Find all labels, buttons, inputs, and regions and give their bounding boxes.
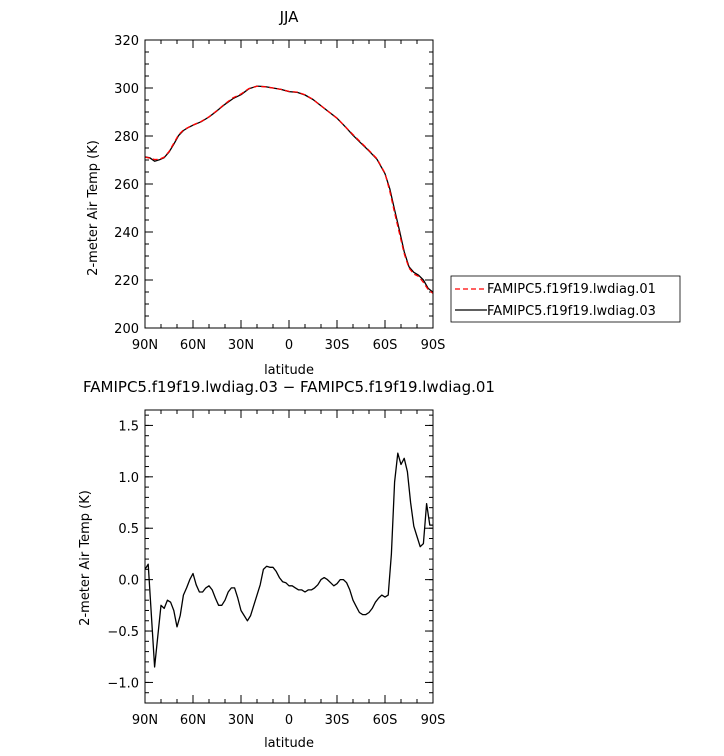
- top-x-tick-label: 60N: [180, 338, 206, 353]
- top-series-line-2: [144, 85, 434, 293]
- bottom-plot-frame: [144, 409, 434, 704]
- bottom-y-tick-label: 0.0: [118, 574, 139, 589]
- top-x-tick-label: 90S: [421, 338, 446, 353]
- legend-label-series-03: FAMIPC5.f19f19.lwdiag.03: [487, 304, 656, 319]
- bottom-x-tick-label: 60S: [373, 713, 398, 728]
- bottom-x-tick-label: 90S: [421, 713, 446, 728]
- bottom-x-tick-label: 30N: [228, 713, 254, 728]
- bottom-y-tick-label: 1.5: [118, 419, 139, 434]
- top-chart-title: JJA: [279, 8, 300, 26]
- top-x-axis-label: latitude: [264, 363, 314, 378]
- bottom-y-tick-label: 1.0: [118, 471, 139, 486]
- legend-label-series-01: FAMIPC5.f19f19.lwdiag.01: [487, 282, 656, 297]
- bottom-series-lines: [144, 452, 433, 668]
- bottom-x-tick-label: 90N: [132, 713, 158, 728]
- top-x-tick-label: 30S: [325, 338, 350, 353]
- top-series-line-1: [144, 85, 434, 294]
- legend-box: [450, 275, 681, 323]
- top-y-tick-label: 260: [114, 178, 139, 193]
- top-axis-ticks: 90N 60N 30N 0 30S 60S 90S 200 220 240 260 280 300 320: [114, 34, 445, 353]
- top-x-tick-label: 60S: [373, 338, 398, 353]
- top-plot-frame: [144, 39, 434, 329]
- bottom-series-line-1: [144, 452, 433, 668]
- bottom-x-tick-label: 60N: [180, 713, 206, 728]
- top-y-axis-label: 2-meter Air Temp (K): [86, 140, 101, 276]
- difference-panel: FAMIPC5.f19f19.lwdiag.03 − FAMIPC5.f19f1…: [78, 378, 495, 751]
- bottom-y-tick-label: 0.5: [118, 522, 139, 537]
- bottom-axis-ticks: 90N 60N 30N 0 30S 60S 90S −1.0 −0.5 0.0 0.5 1.0 1.5: [107, 410, 445, 728]
- top-y-tick-label: 240: [114, 226, 139, 241]
- bottom-y-tick-label: −0.5: [107, 625, 139, 640]
- top-y-tick-label: 200: [114, 322, 139, 337]
- top-y-tick-label: 320: [114, 34, 139, 49]
- bottom-x-tick-label: 30S: [325, 713, 350, 728]
- top-y-tick-label: 220: [114, 274, 139, 289]
- bottom-x-tick-label: 0: [285, 713, 293, 728]
- bottom-chart-title: FAMIPC5.f19f19.lwdiag.03 − FAMIPC5.f19f1…: [83, 378, 495, 396]
- top-y-tick-label: 300: [114, 82, 139, 97]
- legend: FAMIPC5.f19f19.lwdiag.01 FAMIPC5.f19f19.…: [450, 275, 681, 323]
- bottom-x-axis-label: latitude: [264, 736, 314, 751]
- top-x-tick-label: 0: [285, 338, 293, 353]
- top-series-lines: [144, 85, 434, 294]
- temperature-panel: JJA 2-meter Air Temp (K) latitude 90N 60N…: [86, 8, 445, 378]
- top-y-tick-label: 280: [114, 130, 139, 145]
- bottom-y-tick-label: −1.0: [107, 676, 139, 691]
- top-x-tick-label: 30N: [228, 338, 254, 353]
- bottom-y-axis-label: 2-meter Air Temp (K): [78, 490, 93, 626]
- top-x-tick-label: 90N: [132, 338, 158, 353]
